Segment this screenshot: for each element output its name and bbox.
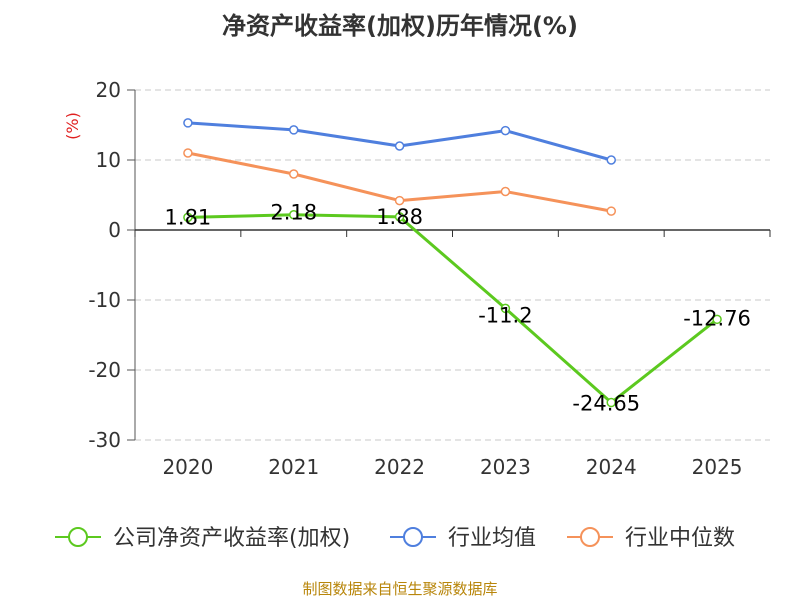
y-axis-label: (%)	[63, 112, 82, 140]
y-tick-label: 20	[96, 78, 121, 102]
data-point	[394, 141, 405, 151]
y-tick-label: 10	[96, 148, 121, 172]
x-tick-label: 2023	[480, 455, 531, 479]
data-point	[606, 206, 616, 216]
data-point	[183, 148, 193, 158]
data-label: -11.2	[478, 303, 532, 327]
y-tick-label: -10	[88, 288, 121, 312]
x-tick-label: 2022	[374, 455, 425, 479]
x-tick-label: 2024	[586, 455, 637, 479]
series-lines	[183, 118, 722, 408]
y-tick-label: -30	[88, 428, 121, 452]
data-point	[289, 125, 299, 135]
data-label: -12.76	[683, 306, 751, 330]
data-point	[289, 169, 299, 179]
data-point	[606, 155, 616, 165]
source-note: 制图数据来自恒生聚源数据库	[302, 580, 497, 598]
data-point	[183, 212, 193, 223]
x-tick-label: 2020	[162, 455, 213, 479]
grid-lines	[135, 89, 770, 441]
y-tick-label: -20	[88, 358, 121, 382]
legend-marker	[403, 527, 423, 547]
x-tick-label: 2025	[692, 455, 743, 479]
data-label: 1.81	[165, 205, 212, 229]
legend-label: 行业中位数	[625, 526, 735, 551]
data-point	[500, 125, 511, 136]
data-point	[394, 195, 405, 206]
axes: 20 10 0 -10 -20 -30 2020 2021 2022 2023 2024 2025	[88, 78, 771, 479]
data-labels: 1.81 2.18 1.88 -11.2 -24.65 -12.76	[165, 201, 751, 416]
data-point	[606, 397, 616, 408]
data-point	[712, 314, 722, 325]
legend-label: 行业均值	[448, 526, 536, 551]
data-point	[500, 186, 511, 197]
legend-marker	[580, 527, 600, 547]
legend-marker	[68, 527, 88, 547]
data-point	[289, 209, 299, 220]
data-point	[500, 303, 511, 314]
y-tick-label: 0	[108, 218, 121, 242]
data-label: 2.18	[270, 201, 317, 225]
legend[interactable]: 公司净资产收益率(加权) 行业均值 行业中位数	[55, 526, 735, 551]
data-point	[394, 212, 405, 222]
chart-title: 净资产收益率(加权)历年情况(%)	[222, 12, 578, 40]
series-line-0	[187, 213, 719, 405]
data-label: 1.88	[376, 205, 423, 229]
legend-label: 公司净资产收益率(加权)	[113, 526, 350, 551]
data-point	[183, 118, 193, 128]
x-tick-label: 2021	[268, 455, 319, 479]
data-label: -24.65	[572, 392, 640, 416]
